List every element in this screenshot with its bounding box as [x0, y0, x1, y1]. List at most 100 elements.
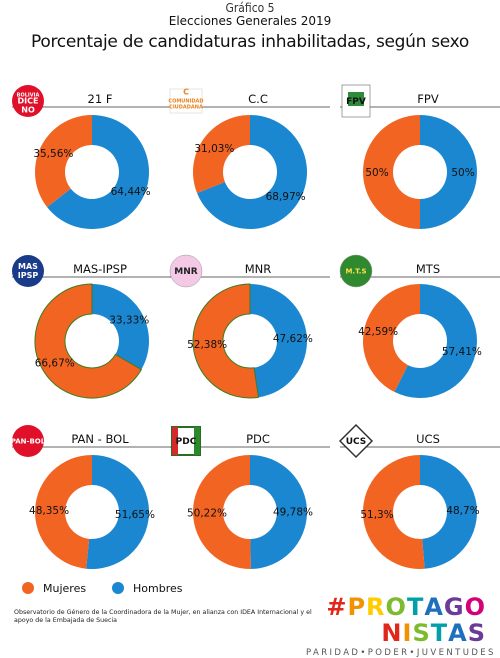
logo-stripe [172, 427, 178, 455]
chart-subtitle: Elecciones Generales 2019 [168, 14, 332, 28]
party-logo-mts: M.T.S [339, 254, 373, 288]
data-label-mujeres: 51,3% [360, 509, 393, 521]
logo-text: M.T.S [345, 267, 366, 275]
party-title: PDC [246, 432, 270, 446]
donut-chart-mts: MTS M.T.S 57,41% 42,59% [339, 254, 500, 398]
legend-swatch-hombres [112, 582, 124, 594]
donut-chart-fpv: FPV FPV 50% 50% [340, 84, 500, 229]
donut-slice-hombres [420, 115, 477, 229]
donut-slice-hombres [47, 115, 150, 229]
party-title: UCS [416, 432, 440, 446]
donut-slice-mujeres [192, 283, 260, 399]
logo-stripe [194, 427, 200, 455]
logo-text: PAN-BOL [11, 437, 46, 445]
data-label-hombres: 48,7% [446, 505, 479, 517]
donut-slice-hombres [92, 284, 149, 370]
party-logo-pan-bol: PAN-BOL [11, 425, 46, 457]
logo-badge [12, 255, 44, 287]
brand-tagline: PARIDAD•PODER•JUVENTUDES [306, 648, 496, 658]
brand-letter: A [448, 619, 468, 647]
logo-badge [12, 425, 44, 457]
figure-label: Gráfico 5 [225, 1, 275, 15]
logo-text: BOLIVIA [17, 93, 40, 99]
donut-slice-mujeres [363, 455, 425, 569]
logo-badge [338, 423, 374, 459]
source-note: Observatorio de Género de la Coordinador… [14, 609, 312, 624]
donut-slice-mujeres [34, 283, 143, 399]
data-label-hombres: 64,44% [111, 186, 151, 198]
donut-slice-hombres [86, 455, 150, 569]
brand-letter: G [443, 593, 465, 621]
data-label-hombres: 49,78% [273, 507, 313, 519]
chart-title: Porcentaje de candidaturas inhabilitadas… [31, 32, 469, 52]
brand-letter: T [430, 619, 449, 647]
legend-swatch-mujeres [22, 582, 34, 594]
logo-badge [169, 254, 203, 288]
donut-slice-hombres [420, 455, 478, 569]
donut-slice-hombres [197, 115, 307, 229]
party-title: MNR [245, 262, 272, 276]
logo-badge [169, 88, 203, 114]
brand-block: #PROTAGONISTAS PARIDAD•PODER•JUVENTUDES [306, 594, 496, 658]
logo-block [348, 92, 364, 106]
party-logo-ucs: UCS [338, 423, 374, 459]
logo-text: COMUNIDAD [168, 99, 203, 105]
data-label-mujeres: 31,03% [194, 143, 234, 155]
brand-letter: P [347, 593, 367, 621]
donut-slice-mujeres [363, 284, 420, 392]
donut-chart-ucs: UCS UCS 48,7% 51,3% [338, 423, 500, 569]
brand-letter: # [326, 593, 348, 621]
legend-label-hombres: Hombres [133, 581, 183, 595]
logo-text: PDC [176, 437, 197, 447]
logo-text: C [183, 88, 189, 97]
party-logo-pdc: PDC [171, 426, 201, 456]
donut-chart-mnr: MNR MNR 47,62% 52,38% [169, 254, 330, 399]
logo-text: UCS [346, 437, 367, 447]
data-label-hombres: 33,33% [109, 314, 149, 326]
logo-badge [12, 85, 44, 117]
donut-slice-mujeres [35, 115, 92, 208]
logo-text: NO [21, 106, 35, 115]
brand-letter: N [381, 619, 403, 647]
party-logo-fpv: FPV [341, 84, 371, 118]
donut-slice-mujeres [193, 115, 250, 194]
legend: Mujeres Hombres [22, 580, 202, 596]
party-title: MAS-IPSP [73, 262, 127, 276]
chart-header: Gráfico 5 Elecciones Generales 2019 Porc… [0, 0, 500, 53]
donut-slice-mujeres [193, 455, 251, 569]
legend-item-mujeres: Mujeres [22, 580, 86, 596]
data-label-hombres: 47,62% [273, 333, 313, 345]
legend-label-mujeres: Mujeres [43, 581, 87, 595]
logo-text: MNR [174, 267, 197, 277]
data-label-hombres: 51,65% [115, 509, 155, 521]
party-title: C.C [248, 92, 268, 106]
data-label-mujeres: 35,56% [33, 148, 73, 160]
logo-text: MAS [18, 262, 38, 271]
data-label-mujeres: 66,67% [35, 358, 75, 370]
brand-letter: O [464, 593, 486, 621]
logo-text: IPSP [18, 271, 39, 280]
donut-slice-hombres [250, 284, 307, 398]
party-title: PAN - BOL [71, 432, 129, 446]
logo-text: FPV [346, 97, 366, 107]
party-title: MTS [416, 262, 440, 276]
brand-letter: A [424, 593, 444, 621]
logo-text: DICE [18, 97, 39, 106]
data-label-mujeres: 52,38% [187, 339, 227, 351]
brand-hashtag: #PROTAGONISTAS [306, 594, 486, 646]
logo-text: CIUDADANA [169, 105, 203, 111]
donut-slice-mujeres [363, 115, 420, 229]
data-label-hombres: 68,97% [266, 191, 306, 203]
party-logo-mnr: MNR [169, 254, 203, 288]
brand-letter: T [406, 593, 425, 621]
legend-item-hombres: Hombres [112, 580, 182, 596]
data-label-hombres: 50% [451, 167, 474, 179]
brand-letter: I [402, 619, 413, 647]
